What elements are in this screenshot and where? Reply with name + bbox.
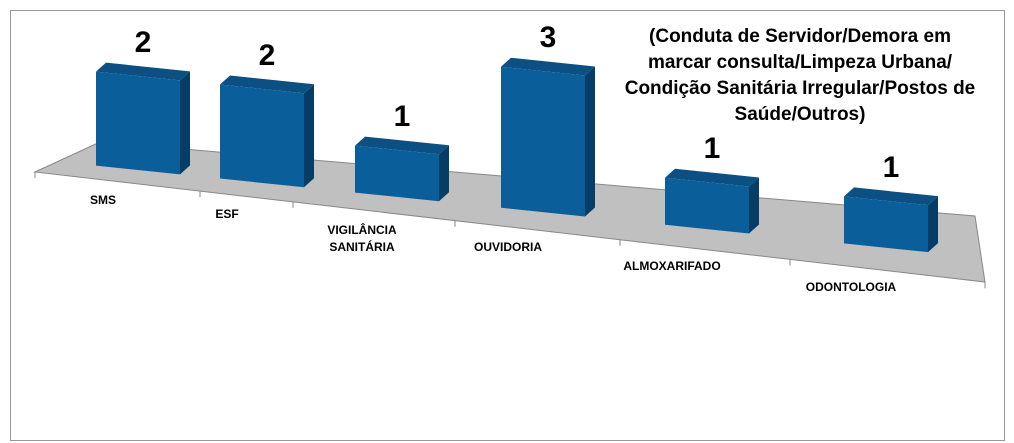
bar [665,168,759,234]
bar-front [665,177,749,234]
value-label: 1 [703,132,721,166]
bar-side [585,66,595,217]
value-label: 1 [882,150,900,184]
bar-side [928,196,938,253]
bar [96,62,190,175]
x-tick-label: VIGILÂNCIA SANITÁRIA [327,222,397,254]
bar-front [355,145,439,202]
bar-front [501,66,585,217]
value-label: 1 [393,99,411,133]
bar-front [844,196,928,253]
x-tick-label: SMS [89,192,116,207]
value-label: 2 [134,26,152,59]
x-tick-label: ESF [215,207,239,222]
bar-top [665,168,759,187]
bar [501,57,595,217]
bar-side [180,71,190,175]
bar-top [355,136,449,155]
bar-front [220,84,304,188]
bar-side [749,177,759,234]
bar-top [501,57,595,76]
bar [355,136,449,202]
x-tick-label: ODONTOLOGIA [805,279,897,294]
chart-title: (Conduta de Servidor/Demora em marcar co… [624,26,976,125]
bar-side [439,145,449,202]
bar [844,187,938,253]
x-tick-label: OUVIDORIA [473,239,542,254]
bar-front [96,71,180,175]
bar-side [304,84,314,188]
bar-top [96,62,190,81]
bar-top [220,75,314,94]
bar [220,75,314,188]
value-label: 3 [539,21,557,55]
value-label: 2 [258,38,276,72]
x-tick-label: ALMOXARIFADO [623,258,721,273]
bar-top [844,187,938,206]
